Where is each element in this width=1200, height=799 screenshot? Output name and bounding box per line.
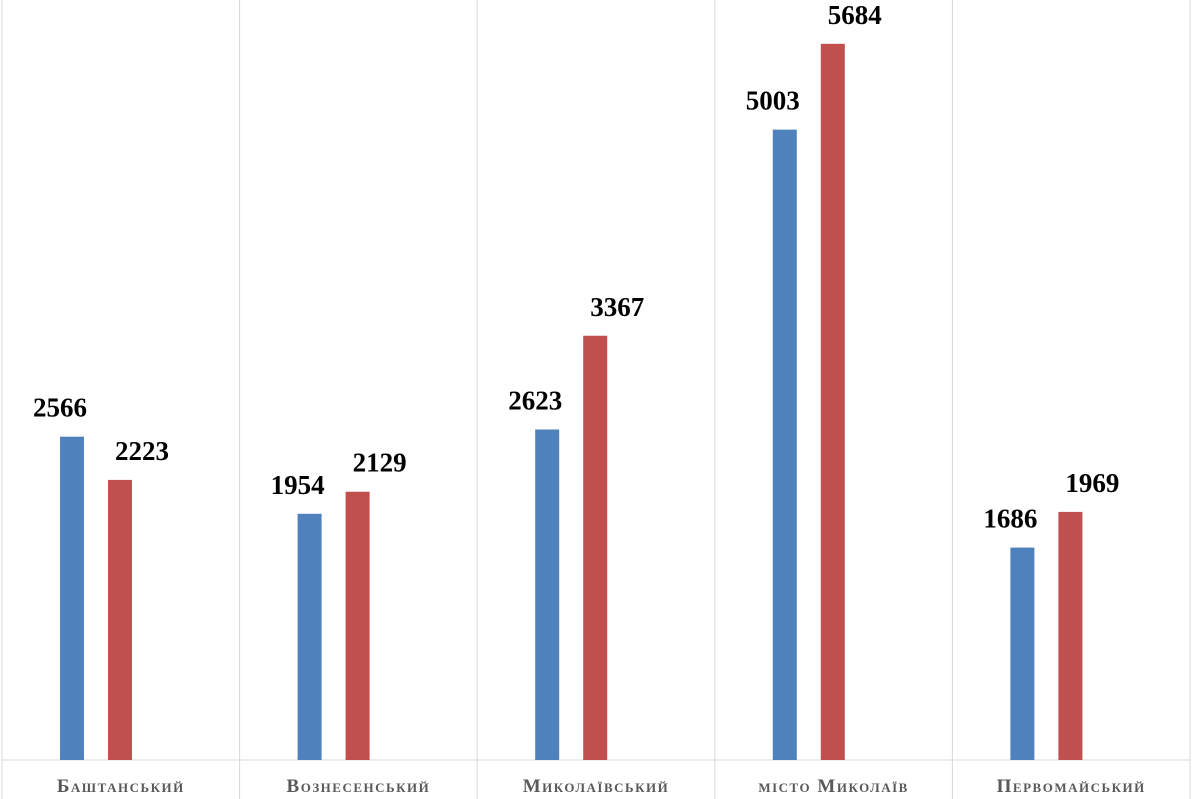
data-label: 5003	[746, 86, 800, 116]
bar	[583, 335, 608, 760]
bar	[345, 491, 370, 760]
data-label: 2623	[508, 386, 562, 416]
bar	[1010, 547, 1035, 760]
data-label: 1954	[271, 470, 325, 500]
data-label: 2566	[33, 393, 87, 423]
data-label: 1686	[983, 504, 1037, 534]
bar	[820, 43, 845, 761]
bar	[60, 436, 84, 760]
data-label: 3367	[590, 292, 644, 322]
data-label: 1969	[1065, 468, 1119, 498]
data-label: 5684	[828, 0, 882, 30]
bar	[108, 479, 132, 760]
data-label: 2129	[353, 448, 407, 478]
x-tick-label: Первомайський	[997, 776, 1146, 797]
bar	[1058, 511, 1083, 760]
x-tick-label: Баштанський	[57, 776, 185, 797]
x-tick-label: Вознесенський	[287, 776, 431, 797]
x-tick-label: місто Миколаїв	[758, 776, 909, 797]
bar	[535, 429, 560, 760]
bar	[297, 513, 322, 760]
x-tick-label: Миколаївський	[523, 776, 670, 797]
bar	[772, 129, 797, 760]
data-label: 2223	[115, 436, 169, 466]
